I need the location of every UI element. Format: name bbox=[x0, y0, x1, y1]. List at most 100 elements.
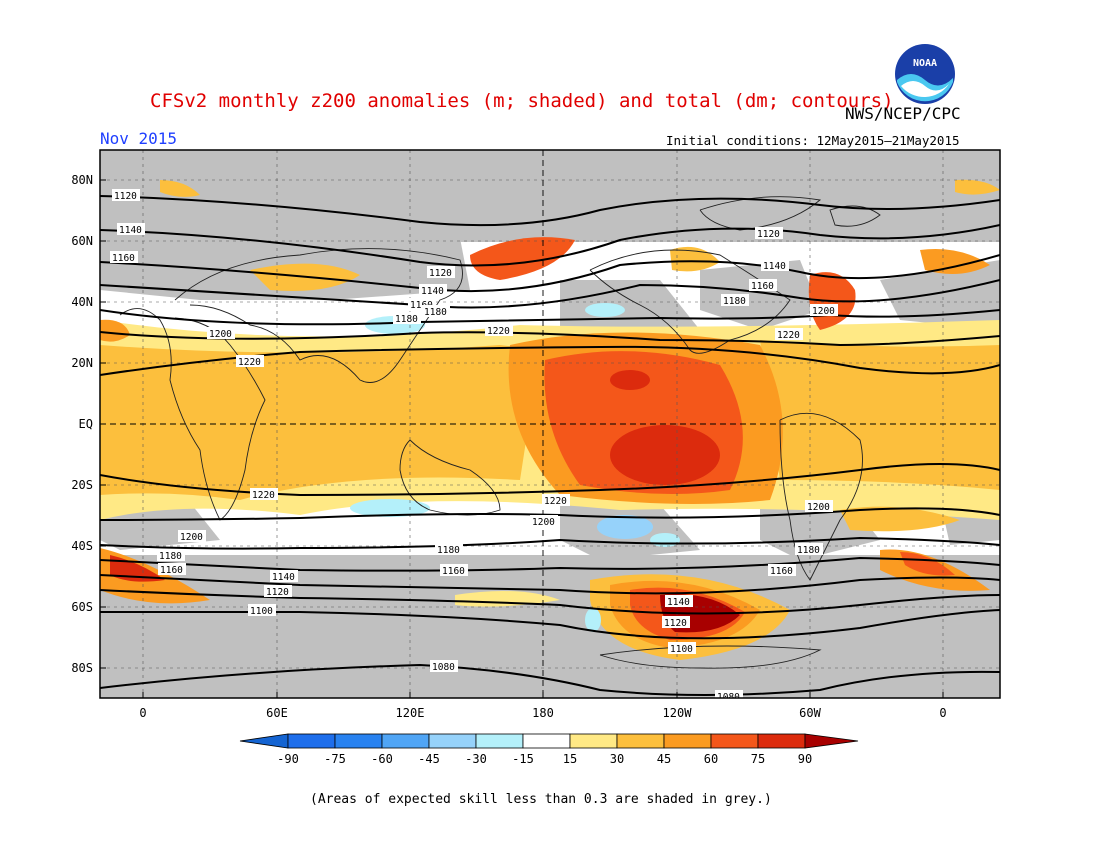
svg-text:1220: 1220 bbox=[777, 330, 800, 341]
axis-ticks bbox=[100, 179, 944, 698]
svg-text:1100: 1100 bbox=[250, 606, 273, 617]
lat-label: 80S bbox=[71, 661, 93, 675]
lat-label: 60S bbox=[71, 600, 93, 614]
contour-label: 1120 bbox=[662, 616, 690, 629]
lon-label: 0 bbox=[139, 706, 146, 720]
colorbar-swatch bbox=[381, 733, 430, 749]
lon-label: 60E bbox=[266, 706, 288, 720]
contour-label: 1180 bbox=[393, 312, 421, 325]
contour-label: 1180 bbox=[721, 294, 749, 307]
colorbar-tick: 30 bbox=[610, 752, 624, 766]
colorbar-tick: -15 bbox=[512, 752, 534, 766]
contour-label: 1160 bbox=[768, 564, 796, 577]
forecast-month: Nov 2015 bbox=[100, 129, 178, 148]
svg-text:1200: 1200 bbox=[807, 502, 830, 513]
contour-label: 1160 bbox=[749, 279, 777, 292]
colorbar-ticks: -90 -75 -60 -45 -30 -15 15 30 45 60 75 9… bbox=[277, 752, 812, 766]
svg-text:1080: 1080 bbox=[717, 692, 740, 703]
contour-label: 1220 bbox=[236, 355, 264, 368]
colorbar-tick: -90 bbox=[277, 752, 299, 766]
contour-label: 1160 bbox=[158, 563, 186, 576]
anomaly-shading bbox=[100, 179, 1000, 660]
svg-text:1140: 1140 bbox=[763, 261, 786, 272]
colorbar-swatch bbox=[334, 733, 383, 749]
contour-label: 1120 bbox=[112, 189, 140, 202]
colorbar-swatch bbox=[522, 733, 571, 749]
svg-text:1120: 1120 bbox=[429, 268, 452, 279]
footnote: (Areas of expected skill less than 0.3 a… bbox=[310, 792, 772, 807]
svg-text:1160: 1160 bbox=[160, 565, 183, 576]
colorbar-swatch bbox=[616, 733, 665, 749]
contour-label: 1100 bbox=[668, 642, 696, 655]
colorbar-tick: 75 bbox=[751, 752, 765, 766]
contour-label: 1180 bbox=[422, 305, 450, 318]
logo-text: NOAA bbox=[913, 58, 937, 69]
contour-label: 1160 bbox=[440, 564, 468, 577]
contour-label: 1120 bbox=[427, 266, 455, 279]
svg-text:1200: 1200 bbox=[209, 329, 232, 340]
svg-text:1200: 1200 bbox=[180, 532, 203, 543]
contour-label: 1140 bbox=[761, 259, 789, 272]
colorbar: -90 -75 -60 -45 -30 -15 15 30 45 60 75 9… bbox=[239, 733, 859, 766]
svg-text:1140: 1140 bbox=[421, 286, 444, 297]
colorbar-swatch bbox=[757, 733, 806, 749]
lon-label: 0 bbox=[939, 706, 946, 720]
svg-text:1080: 1080 bbox=[432, 662, 455, 673]
lon-label: 120W bbox=[663, 706, 693, 720]
contour-label: 1140 bbox=[665, 595, 693, 608]
svg-text:1140: 1140 bbox=[272, 572, 295, 583]
svg-text:1200: 1200 bbox=[532, 517, 555, 528]
contour-label: 1140 bbox=[270, 570, 298, 583]
lon-label: 60W bbox=[799, 706, 821, 720]
contour-label: 1140 bbox=[117, 223, 145, 236]
svg-text:1180: 1180 bbox=[395, 314, 418, 325]
lat-label: 60N bbox=[71, 234, 93, 248]
contour-label: 1200 bbox=[810, 304, 838, 317]
colorbar-swatch bbox=[287, 733, 336, 749]
contour-label: 1120 bbox=[755, 227, 783, 240]
contour-label: 1180 bbox=[157, 549, 185, 562]
svg-text:1120: 1120 bbox=[664, 618, 687, 629]
svg-text:1140: 1140 bbox=[119, 225, 142, 236]
svg-text:1160: 1160 bbox=[770, 566, 793, 577]
contour-label: 1200 bbox=[178, 530, 206, 543]
colorbar-swatch bbox=[804, 733, 859, 749]
colorbar-tick: 90 bbox=[798, 752, 812, 766]
lon-label: 180 bbox=[532, 706, 554, 720]
svg-text:1220: 1220 bbox=[544, 496, 567, 507]
colorbar-tick: -30 bbox=[465, 752, 487, 766]
svg-text:1180: 1180 bbox=[437, 545, 460, 556]
contour-labels: 1120 1140 1160 1120 1140 1160 1180 1200 … bbox=[110, 189, 838, 703]
colorbar-swatch bbox=[475, 733, 524, 749]
colorbar-swatch bbox=[239, 733, 289, 749]
contour-label: 1120 bbox=[264, 585, 292, 598]
svg-text:1160: 1160 bbox=[112, 253, 135, 264]
lat-label: 20N bbox=[71, 356, 93, 370]
contour-label: 1180 bbox=[435, 543, 463, 556]
colorbar-tick: 45 bbox=[657, 752, 671, 766]
contour-label: 1200 bbox=[530, 515, 558, 528]
svg-text:1180: 1180 bbox=[723, 296, 746, 307]
contour-label: 1100 bbox=[248, 604, 276, 617]
contour-label: 1180 bbox=[795, 543, 823, 556]
noaa-logo-icon: NOAA bbox=[895, 44, 955, 104]
svg-text:1220: 1220 bbox=[252, 490, 275, 501]
latitude-labels: 80N 60N 40N 20N EQ 20S 40S 60S 80S bbox=[71, 173, 93, 675]
colorbar-swatch bbox=[710, 733, 759, 749]
svg-text:1160: 1160 bbox=[442, 566, 465, 577]
lat-label: EQ bbox=[79, 417, 93, 431]
map-plot: 1120 1140 1160 1120 1140 1160 1180 1200 … bbox=[100, 150, 1000, 703]
contour-label: 1200 bbox=[207, 327, 235, 340]
svg-text:1120: 1120 bbox=[757, 229, 780, 240]
contour-label: 1140 bbox=[419, 284, 447, 297]
lat-label: 20S bbox=[71, 478, 93, 492]
colorbar-swatch bbox=[428, 733, 477, 749]
svg-text:1200: 1200 bbox=[812, 306, 835, 317]
contour-label: 1200 bbox=[805, 500, 833, 513]
colorbar-tick: -75 bbox=[324, 752, 346, 766]
contour-label: 1220 bbox=[250, 488, 278, 501]
agency-label: NWS/NCEP/CPC bbox=[845, 104, 961, 123]
longitude-labels: 0 60E 120E 180 120W 60W 0 bbox=[139, 706, 946, 720]
svg-text:1120: 1120 bbox=[114, 191, 137, 202]
